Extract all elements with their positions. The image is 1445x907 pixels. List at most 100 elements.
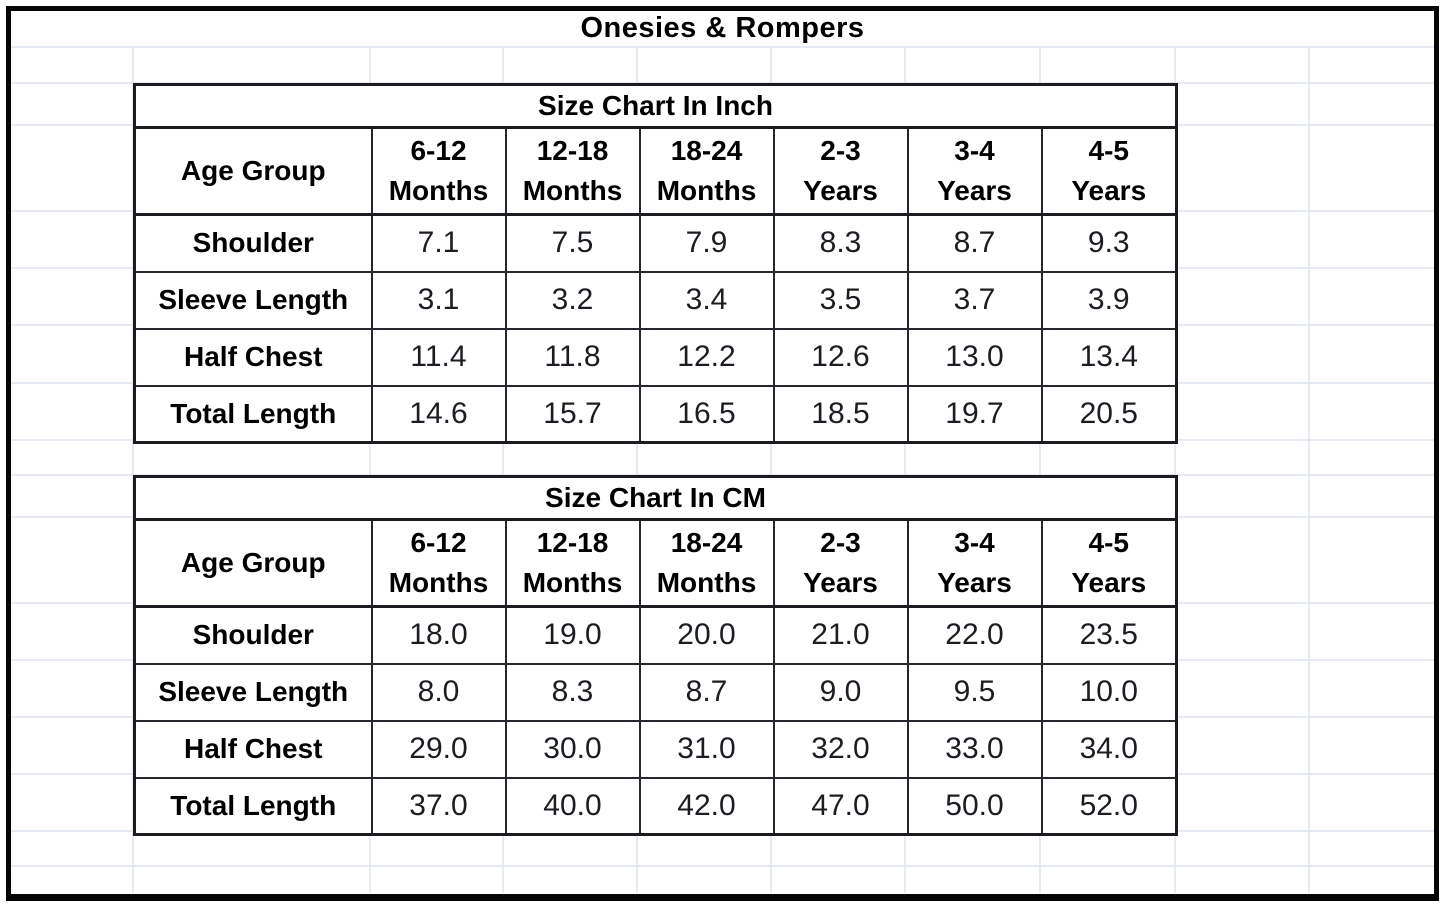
age-column-header: 2-3 Years: [772, 126, 909, 216]
measurement-value: 3.4: [638, 270, 775, 330]
measurement-value: 7.1: [370, 213, 507, 273]
age-column-header: 2-3 Years: [772, 518, 909, 608]
measurement-value: 16.5: [638, 384, 775, 444]
measurement-label: Shoulder: [133, 213, 373, 273]
measurement-value: 19.7: [906, 384, 1043, 444]
age-column-header: 4-5 Years: [1040, 518, 1178, 608]
measurement-value: 21.0: [772, 605, 909, 665]
measurement-value: 3.5: [772, 270, 909, 330]
age-column-header: 3-4 Years: [906, 126, 1043, 216]
age-unit-line: Months: [656, 567, 757, 598]
measurement-value: 9.5: [906, 662, 1043, 722]
age-range-line: 4-5: [1088, 527, 1129, 558]
measurement-value: 20.5: [1040, 384, 1178, 444]
age-range-line: 18-24: [670, 527, 743, 558]
measurement-row: Shoulder 18.0 19.0 20.0 21.0 22.0 23.5: [133, 605, 1178, 665]
age-column-header: 18-24 Months: [638, 126, 775, 216]
size-chart-inch-table: Size Chart In Inch Age Group 6-12 Months 12-…: [133, 83, 1179, 444]
measurement-value: 50.0: [906, 776, 1043, 836]
measurement-value: 10.0: [1040, 662, 1178, 722]
age-unit-line: Months: [522, 175, 623, 206]
measurement-value: 12.6: [772, 327, 909, 387]
age-range-line: 6-12: [410, 135, 467, 166]
measurement-label: Shoulder: [133, 605, 373, 665]
measurement-label: Sleeve Length: [133, 270, 373, 330]
age-group-corner-label: Age Group: [133, 126, 373, 216]
measurement-value: 42.0: [638, 776, 775, 836]
measurement-value: 23.5: [1040, 605, 1178, 665]
age-column-header: 18-24 Months: [638, 518, 775, 608]
age-column-header: 6-12 Months: [370, 126, 507, 216]
measurement-label: Total Length: [133, 776, 373, 836]
measurement-value: 18.5: [772, 384, 909, 444]
measurement-row: Half Chest 11.4 11.8 12.2 12.6 13.0 13.4: [133, 327, 1178, 387]
measurement-value: 8.7: [906, 213, 1043, 273]
age-range-line: 18-24: [670, 135, 743, 166]
measurement-value: 9.3: [1040, 213, 1178, 273]
age-unit-line: Months: [522, 567, 623, 598]
page-title: Onesies & Rompers: [580, 12, 865, 44]
measurement-value: 3.7: [906, 270, 1043, 330]
measurement-value: 3.1: [370, 270, 507, 330]
measurement-row: Total Length 14.6 15.7 16.5 18.5 19.7 20.5: [133, 384, 1178, 444]
measurement-value: 22.0: [906, 605, 1043, 665]
measurement-value: 8.3: [772, 213, 909, 273]
age-range-line: 6-12: [410, 527, 467, 558]
measurement-row: Shoulder 7.1 7.5 7.9 8.3 8.7 9.3: [133, 213, 1178, 273]
age-unit-line: Years: [803, 567, 878, 598]
age-unit-line: Months: [388, 175, 489, 206]
measurement-value: 14.6: [370, 384, 507, 444]
age-range-line: 3-4: [954, 527, 995, 558]
measurement-value: 3.2: [504, 270, 641, 330]
age-unit-line: Months: [656, 175, 757, 206]
age-unit-line: Years: [937, 175, 1012, 206]
measurement-value: 9.0: [772, 662, 909, 722]
measurement-value: 8.7: [638, 662, 775, 722]
age-column-header: 4-5 Years: [1040, 126, 1178, 216]
measurement-row: Sleeve Length 8.0 8.3 8.7 9.0 9.5 10.0: [133, 662, 1178, 722]
measurement-value: 8.3: [504, 662, 641, 722]
measurement-value: 3.9: [1040, 270, 1178, 330]
age-unit-line: Years: [937, 567, 1012, 598]
measurement-row: Total Length 37.0 40.0 42.0 47.0 50.0 52.0: [133, 776, 1178, 836]
measurement-value: 12.2: [638, 327, 775, 387]
measurement-value: 7.9: [638, 213, 775, 273]
measurement-label: Sleeve Length: [133, 662, 373, 722]
age-unit-line: Years: [1071, 567, 1147, 598]
measurement-value: 20.0: [638, 605, 775, 665]
measurement-value: 13.4: [1040, 327, 1178, 387]
measurement-value: 8.0: [370, 662, 507, 722]
age-unit-line: Years: [803, 175, 878, 206]
measurement-label: Half Chest: [133, 327, 373, 387]
measurement-value: 31.0: [638, 719, 775, 779]
age-group-corner-label: Age Group: [133, 518, 373, 608]
age-range-line: 2-3: [820, 527, 861, 558]
age-unit-line: Months: [388, 567, 489, 598]
table-caption: Size Chart In Inch: [133, 83, 1178, 129]
measurement-row: Sleeve Length 3.1 3.2 3.4 3.5 3.7 3.9: [133, 270, 1178, 330]
size-chart-cm-table: Size Chart In CM Age Group 6-12 Months 12-18…: [133, 475, 1179, 836]
age-column-header: 12-18 Months: [504, 126, 641, 216]
measurement-value: 11.4: [370, 327, 507, 387]
age-column-header: 12-18 Months: [504, 518, 641, 608]
age-range-line: 4-5: [1088, 135, 1129, 166]
measurement-label: Total Length: [133, 384, 373, 444]
age-header-row: Age Group 6-12 Months 12-18 Months 18-24 Month…: [133, 126, 1178, 216]
age-header-row: Age Group 6-12 Months 12-18 Months 18-24 Month…: [133, 518, 1178, 608]
measurement-value: 34.0: [1040, 719, 1178, 779]
measurement-value: 47.0: [772, 776, 909, 836]
age-range-line: 12-18: [536, 527, 609, 558]
measurement-value: 32.0: [772, 719, 909, 779]
measurement-value: 15.7: [504, 384, 641, 444]
caption-row: Size Chart In CM: [133, 475, 1178, 521]
age-column-header: 3-4 Years: [906, 518, 1043, 608]
measurement-value: 40.0: [504, 776, 641, 836]
table-caption: Size Chart In CM: [133, 475, 1178, 521]
measurement-row: Half Chest 29.0 30.0 31.0 32.0 33.0 34.0: [133, 719, 1178, 779]
measurement-value: 33.0: [906, 719, 1043, 779]
age-range-line: 2-3: [820, 135, 861, 166]
measurement-value: 29.0: [370, 719, 507, 779]
measurement-value: 18.0: [370, 605, 507, 665]
age-unit-line: Years: [1071, 175, 1147, 206]
measurement-label: Half Chest: [133, 719, 373, 779]
